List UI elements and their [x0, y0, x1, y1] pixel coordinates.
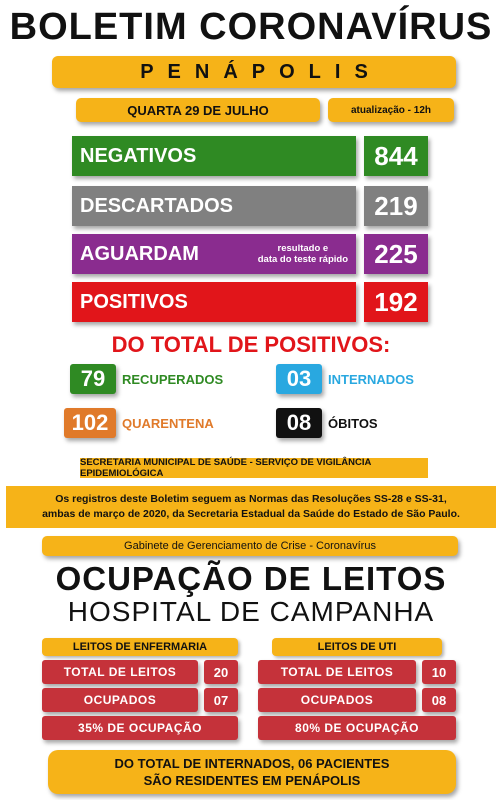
internados-count: 03 — [276, 364, 322, 394]
gabinete-text: Gabinete de Gerenciamento de Crise - Cor… — [124, 540, 376, 552]
stat-aguardam-text: AGUARDAM — [80, 242, 199, 265]
enfermaria-total-value: 20 — [204, 660, 238, 684]
stat-negativos-value: 844 — [364, 136, 428, 176]
ocupacao-title: OCUPAÇÃO DE LEITOS — [55, 560, 447, 597]
stat-negativos-text: NEGATIVOS — [80, 144, 197, 167]
stat-aguardam-value: 225 — [364, 234, 428, 274]
obitos-count: 08 — [276, 408, 322, 438]
stat-descartados-label: DESCARTADOS — [72, 186, 356, 226]
enfermaria-header: LEITOS DE ENFERMARIA — [42, 638, 238, 656]
stat-aguardam-note: resultado e data do teste rápido — [258, 243, 348, 265]
gabinete-banner: Gabinete de Gerenciamento de Crise - Cor… — [42, 536, 458, 556]
uti-ocupados-value: 08 — [422, 688, 456, 712]
uti-ocupados-label: OCUPADOS — [258, 688, 416, 712]
uti-total-label: TOTAL DE LEITOS — [258, 660, 416, 684]
enfermaria-percent: 35% DE OCUPAÇÃO — [42, 716, 238, 740]
city-name: PENÁPOLIS — [140, 60, 382, 83]
stat-positivos-value: 192 — [364, 282, 428, 322]
secretaria-text: SECRETARIA MUNICIPAL DE SAÚDE - SERVIÇO … — [80, 457, 372, 479]
normas-notice: Os registros deste Boletim seguem as Nor… — [6, 486, 496, 528]
stat-negativos-label: NEGATIVOS — [72, 136, 356, 176]
date-banner: QUARTA 29 DE JULHO — [76, 98, 320, 122]
bulletin-date: QUARTA 29 DE JULHO — [127, 102, 269, 118]
stat-descartados-value: 219 — [364, 186, 428, 226]
update-time: atualização - 12h — [350, 104, 432, 116]
obitos-label: ÓBITOS — [328, 416, 378, 431]
footer-line2: SÃO RESIDENTES EM PENÁPOLIS — [143, 773, 361, 788]
enfermaria-ocupados-label: OCUPADOS — [42, 688, 198, 712]
uti-total-value: 10 — [422, 660, 456, 684]
ocupacao-subtitle: HOSPITAL DE CAMPANHA — [67, 596, 435, 627]
footer-line1: DO TOTAL DE INTERNADOS, 06 PACIENTES — [114, 756, 390, 771]
quarentena-count: 102 — [64, 408, 116, 438]
normas-line2: ambas de março de 2020, da Secretaria Es… — [42, 508, 460, 520]
residentes-notice: DO TOTAL DE INTERNADOS, 06 PACIENTES SÃO… — [48, 750, 456, 794]
enfermaria-ocupados-value: 07 — [204, 688, 238, 712]
stat-descartados-text: DESCARTADOS — [80, 194, 233, 217]
aguardam-note-line2: data do teste rápido — [257, 254, 348, 265]
city-banner: PENÁPOLIS — [52, 56, 456, 88]
uti-percent: 80% DE OCUPAÇÃO — [258, 716, 456, 740]
positivos-breakdown-title: DO TOTAL DE POSITIVOS: — [111, 332, 391, 357]
stat-aguardam-label: AGUARDAM resultado e data do teste rápid… — [72, 234, 356, 274]
aguardam-note-line1: resultado e — [277, 243, 329, 254]
recuperados-label: RECUPERADOS — [122, 372, 224, 387]
stat-positivos-label: POSITIVOS — [72, 282, 356, 322]
normas-line1: Os registros deste Boletim seguem as Nor… — [55, 493, 447, 505]
secretaria-banner: SECRETARIA MUNICIPAL DE SAÚDE - SERVIÇO … — [80, 457, 428, 479]
recuperados-count: 79 — [70, 364, 116, 394]
internados-label: INTERNADOS — [328, 372, 414, 387]
uti-header: LEITOS DE UTI — [272, 638, 442, 656]
enfermaria-total-label: TOTAL DE LEITOS — [42, 660, 198, 684]
stat-positivos-text: POSITIVOS — [80, 290, 188, 313]
bulletin-title: BOLETIM CORONAVÍRUS — [9, 6, 493, 48]
quarentena-label: QUARENTENA — [122, 416, 214, 431]
update-banner: atualização - 12h — [328, 98, 454, 122]
